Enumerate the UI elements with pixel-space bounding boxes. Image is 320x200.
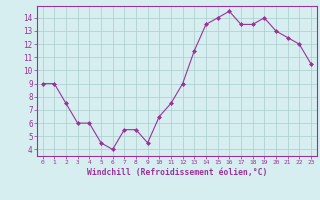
X-axis label: Windchill (Refroidissement éolien,°C): Windchill (Refroidissement éolien,°C) [87, 168, 267, 177]
